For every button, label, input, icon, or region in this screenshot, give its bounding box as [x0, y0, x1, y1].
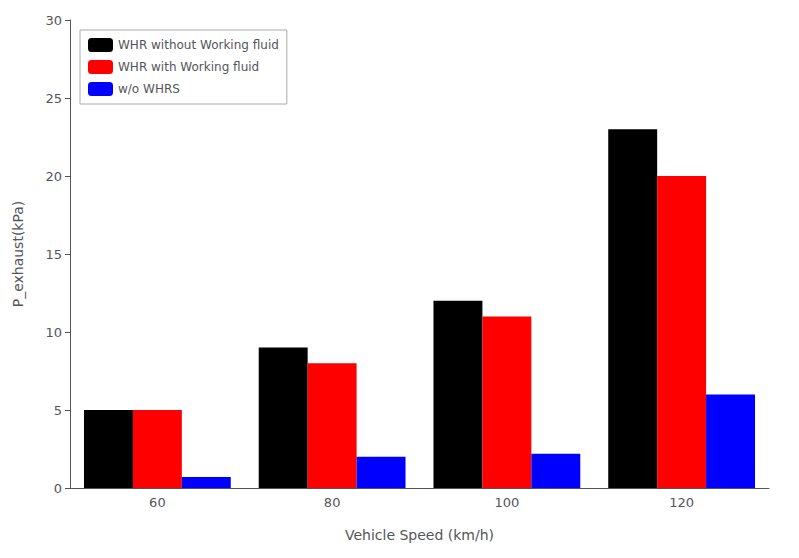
svg-text:60: 60 — [149, 495, 166, 510]
svg-text:WHR without Working fluid: WHR without Working fluid — [118, 38, 279, 52]
svg-text:Vehicle Speed (km/h): Vehicle Speed (km/h) — [345, 527, 494, 543]
svg-text:10: 10 — [45, 325, 62, 340]
svg-text:WHR with Working fluid: WHR with Working fluid — [118, 60, 259, 74]
svg-text:120: 120 — [669, 495, 694, 510]
svg-text:w/o WHRS: w/o WHRS — [118, 82, 180, 96]
svg-text:0: 0 — [54, 481, 62, 496]
svg-text:100: 100 — [494, 495, 519, 510]
svg-text:P_exhaust(kPa): P_exhaust(kPa) — [10, 201, 26, 308]
svg-text:15: 15 — [45, 247, 62, 262]
svg-text:30: 30 — [45, 13, 62, 28]
svg-text:25: 25 — [45, 91, 62, 106]
svg-text:5: 5 — [54, 403, 62, 418]
svg-text:80: 80 — [324, 495, 341, 510]
svg-text:20: 20 — [45, 169, 62, 184]
